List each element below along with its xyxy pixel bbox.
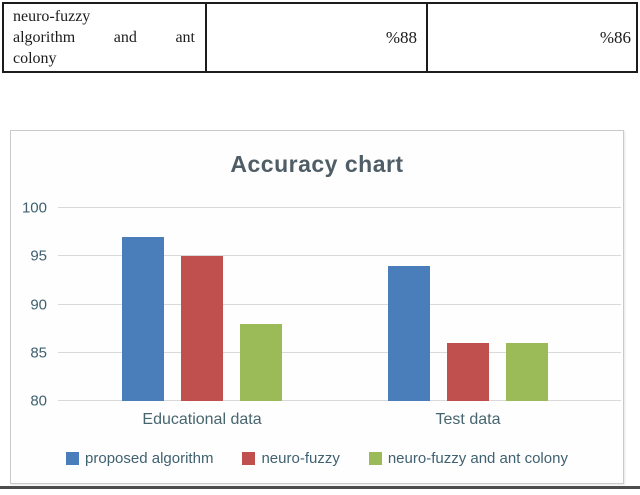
bar-neuro-fuzzy-and-ant-colony-0 — [240, 323, 282, 401]
plot-area — [58, 207, 621, 401]
y-tick-label-80: 80 — [30, 392, 47, 410]
legend-item-proposed-algorithm: proposed algorithm — [66, 450, 213, 467]
bar-group-1 — [388, 265, 548, 401]
legend-swatch-icon — [368, 452, 382, 465]
gridline-95 — [58, 255, 621, 257]
bar-neuro-fuzzy-0 — [181, 256, 223, 401]
bottom-horizontal-rule — [0, 486, 640, 489]
y-tick-label-95: 95 — [30, 247, 47, 265]
x-axis-category-labels: Educational data Test data — [58, 411, 621, 431]
bar-group-0 — [122, 236, 282, 401]
chart-title: Accuracy chart — [230, 151, 404, 177]
y-tick-label-100: 100 — [21, 199, 47, 217]
method-name-cell: neuro-fuzzy algorithm and ant colony — [4, 4, 205, 71]
bar-proposed-algorithm-0 — [122, 236, 164, 401]
method-line-2: algorithm and ant — [13, 29, 195, 46]
legend-item-neuro-fuzzy-and-ant-colony: neuro-fuzzy and ant colony — [368, 450, 568, 467]
category-label-1: Test data — [435, 411, 501, 428]
gridline-100 — [58, 207, 621, 208]
y-tick-label-85: 85 — [30, 344, 47, 362]
results-table-row: neuro-fuzzy algorithm and ant colony %88… — [2, 2, 638, 73]
y-tick-label-90: 90 — [30, 296, 47, 313]
educational-accuracy-cell: %88 — [205, 4, 426, 71]
gridline-90 — [58, 303, 621, 305]
method-line-3: colony — [13, 50, 57, 67]
bar-neuro-fuzzy-1 — [447, 343, 489, 401]
accuracy-chart-figure: Accuracy chart 80 85 90 95 100 Educational d… — [10, 130, 624, 484]
bar-neuro-fuzzy-and-ant-colony-1 — [506, 343, 548, 401]
legend-item-neuro-fuzzy: neuro-fuzzy — [242, 450, 340, 467]
category-label-0: Educational data — [142, 411, 262, 428]
legend-swatch-icon — [66, 452, 80, 465]
gridline-80 — [58, 400, 621, 401]
chart-legend: proposed algorithm neuro-fuzzy neuro-fuzzy… — [11, 450, 623, 467]
bar-proposed-algorithm-1 — [388, 265, 430, 401]
legend-label: proposed algorithm — [85, 450, 214, 467]
legend-label: neuro-fuzzy — [261, 450, 340, 467]
test-accuracy-cell: %86 — [426, 4, 640, 71]
y-axis: 80 85 90 95 100 — [11, 200, 51, 410]
legend-swatch-icon — [242, 452, 256, 465]
legend-label: neuro-fuzzy and ant colony — [387, 450, 568, 467]
gridline-85 — [58, 351, 621, 353]
method-line-1: neuro-fuzzy — [13, 8, 91, 25]
